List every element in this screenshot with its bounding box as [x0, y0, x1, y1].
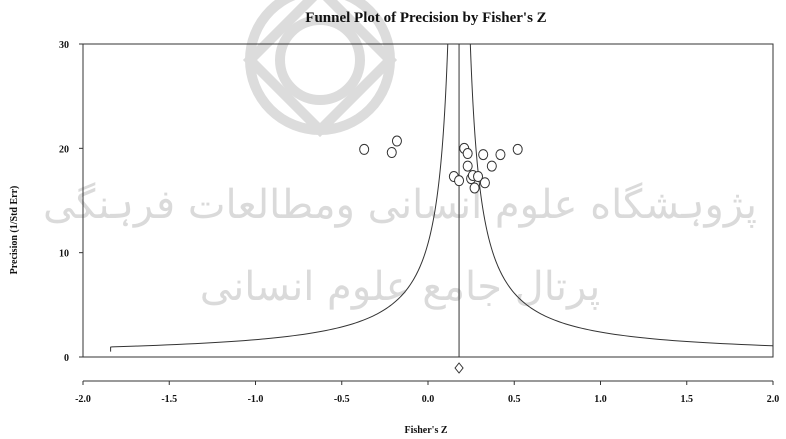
y-tick-label: 0 [64, 353, 69, 364]
study-point [462, 148, 473, 160]
study-points [359, 135, 523, 194]
y-tick-label: 20 [59, 144, 69, 155]
x-tick-label: 1.5 [681, 394, 694, 405]
x-tick-label: 0.5 [508, 394, 521, 405]
y-tick-label: 10 [59, 249, 69, 260]
study-point [495, 149, 506, 161]
x-tick-label: -1.0 [248, 394, 264, 405]
study-point [469, 182, 480, 194]
study-point [486, 160, 497, 172]
y-axis-label: Precision (1/Std Err) [9, 186, 20, 275]
funnel-right-limit [469, 43, 774, 352]
x-tick-label: -0.5 [334, 394, 350, 405]
study-point [512, 143, 523, 155]
watermark-line-1: پژوہشگاه علوم انسانی ومطالعات فرہنگی [43, 182, 757, 228]
x-tick-label: 2.0 [767, 394, 780, 405]
chart-title: Funnel Plot of Precision by Fisher's Z [305, 10, 546, 26]
plot-frame [82, 43, 774, 358]
study-point [386, 147, 397, 159]
x-tick-label: 0.0 [422, 394, 435, 405]
x-tick-label: -2.0 [75, 394, 91, 405]
study-point [454, 175, 465, 187]
x-tick-label: 1.0 [594, 394, 607, 405]
x-axis-label: Fisher's Z [404, 425, 447, 436]
funnel-left-limit [110, 43, 449, 352]
x-tick-label: -1.5 [161, 394, 177, 405]
x-axis: -2.0 -1.5 -1.0 -0.5 0.0 0.5 1.0 1.5 2.0 [75, 380, 780, 405]
watermark: پژوہشگاه علوم انسانی ومطالعات فرہنگی پرت… [43, 0, 757, 310]
watermark-line-2: پرتال جامع علوم انسانی [200, 264, 601, 310]
study-point [462, 160, 473, 172]
watermark-emblem [242, 0, 398, 138]
study-point [473, 171, 484, 183]
y-axis: 0 10 20 30 [59, 40, 83, 364]
combined-effect-diamond [454, 362, 464, 374]
study-point [478, 149, 489, 161]
study-point [479, 177, 490, 189]
study-point [391, 135, 402, 147]
study-point [359, 143, 370, 155]
y-tick-label: 30 [59, 40, 69, 51]
